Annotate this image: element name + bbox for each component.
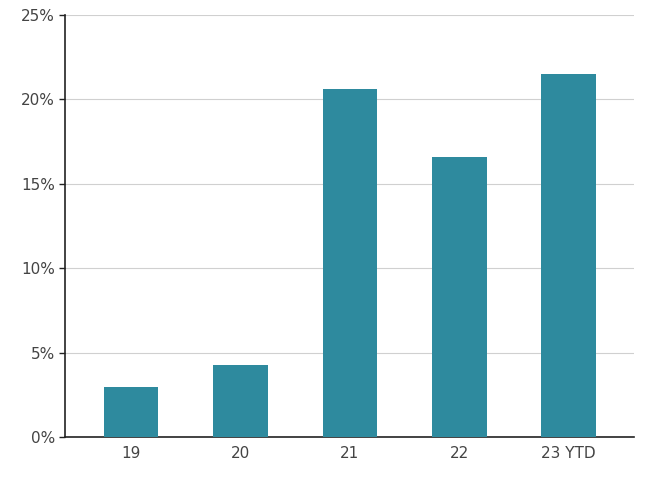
Bar <box>542 74 596 437</box>
Bar <box>213 364 268 437</box>
Bar <box>432 156 487 437</box>
Bar <box>322 89 377 437</box>
Bar <box>104 387 158 437</box>
